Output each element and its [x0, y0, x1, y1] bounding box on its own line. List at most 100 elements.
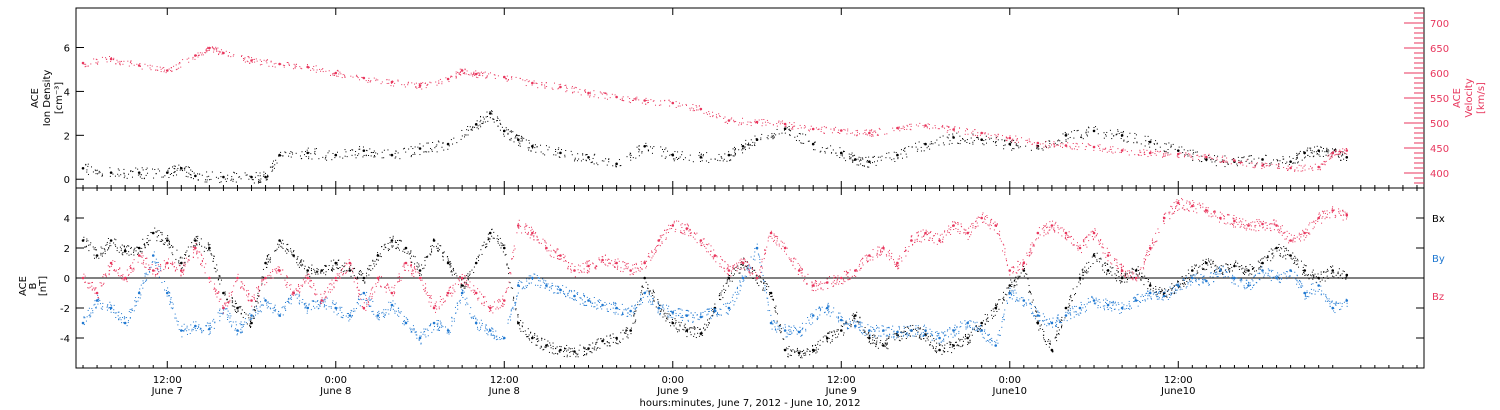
- velocity-series-sample: [712, 116, 714, 118]
- ion-density-series-point: [180, 166, 183, 170]
- velocity-series-point: [1345, 149, 1349, 152]
- velocity-series-sample: [629, 98, 631, 100]
- velocity-series-sample: [696, 109, 698, 111]
- velocity-series-sample: [1255, 164, 1257, 166]
- bx-series-sample: [1326, 270, 1328, 272]
- ion-density-series-sample: [255, 172, 257, 174]
- velocity-series-sample: [589, 96, 591, 98]
- ion-density-series-sample: [461, 135, 463, 137]
- bx-series-sample: [663, 313, 665, 315]
- bx-series-sample: [775, 305, 777, 307]
- velocity-series-sample: [528, 80, 530, 82]
- bx-series-sample: [619, 340, 621, 342]
- bx-series-point: [615, 336, 618, 340]
- ion-density-series-sample: [1311, 152, 1313, 154]
- ion-density-series-sample: [1220, 161, 1222, 163]
- velocity-series-sample: [141, 68, 143, 70]
- velocity-series-sample: [1017, 141, 1019, 143]
- ion-density-series-sample: [1049, 146, 1051, 148]
- bx-series-sample: [1085, 271, 1087, 273]
- bx-series-sample: [530, 332, 532, 334]
- by-series-sample: [126, 317, 128, 319]
- bx-series-sample: [380, 256, 382, 258]
- ion-density-series-sample: [1118, 133, 1120, 135]
- bx-series-sample: [1111, 274, 1113, 276]
- velocity-series-sample: [691, 107, 693, 109]
- bx-series-sample: [755, 279, 757, 281]
- bx-series-sample: [127, 245, 129, 247]
- ion-density-series-sample: [230, 179, 232, 181]
- bx-series-sample: [87, 240, 89, 242]
- ion-density-series-sample: [840, 154, 842, 156]
- ion-density-series-sample: [1297, 162, 1299, 164]
- ion-density-series-sample: [931, 143, 933, 145]
- velocity-series-sample: [712, 111, 714, 113]
- velocity-series-sample: [1339, 153, 1341, 155]
- bx-series-sample: [555, 352, 557, 354]
- bx-series-sample: [1121, 273, 1123, 275]
- by-series-sample: [135, 297, 137, 299]
- ion-density-series-sample: [467, 129, 469, 131]
- bx-series-sample: [1133, 268, 1135, 270]
- velocity-series-sample: [1212, 158, 1214, 160]
- ion-density-series-sample: [211, 171, 213, 173]
- bx-series-sample: [780, 332, 782, 334]
- velocity-series-sample: [1028, 138, 1030, 140]
- velocity-series-sample: [1061, 146, 1063, 148]
- bx-series-sample: [96, 249, 98, 251]
- velocity-series-sample: [862, 133, 864, 135]
- velocity-series-sample: [778, 120, 780, 122]
- ion-density-series-sample: [306, 149, 308, 151]
- by-series-sample: [159, 267, 161, 269]
- by-series-sample: [131, 308, 133, 310]
- bx-series-sample: [240, 313, 242, 315]
- ion-density-series-sample: [482, 123, 484, 125]
- ion-density-series-sample: [487, 120, 489, 122]
- velocity-series-sample: [445, 77, 447, 79]
- bx-series-sample: [1059, 320, 1061, 322]
- by-series-sample: [129, 308, 131, 310]
- bx-series-sample: [1327, 277, 1329, 279]
- bx-series-sample: [352, 270, 354, 272]
- ion-density-series-sample: [1042, 149, 1044, 151]
- velocity-series-sample: [233, 54, 235, 56]
- by-series-sample: [147, 274, 149, 276]
- by-series-sample: [121, 313, 123, 315]
- bx-series-point: [488, 231, 492, 235]
- velocity-series-sample: [1097, 144, 1099, 146]
- ion-density-series-sample: [245, 174, 247, 176]
- velocity-series-sample: [1071, 148, 1073, 150]
- bx-series-sample: [1216, 268, 1218, 270]
- velocity-series-sample: [1029, 141, 1031, 143]
- bx-series-sample: [620, 332, 622, 334]
- velocity-series-sample: [212, 47, 214, 49]
- by-series-sample: [123, 316, 125, 318]
- ion-density-series-sample: [301, 157, 303, 159]
- velocity-series-sample: [831, 132, 833, 134]
- ion-density-series-sample: [1334, 149, 1336, 151]
- ion-density-series-sample: [173, 172, 175, 174]
- ion-density-series-sample: [1025, 145, 1027, 147]
- ion-density-series-sample: [366, 149, 368, 151]
- bx-series-sample: [1014, 285, 1016, 287]
- velocity-series-sample: [322, 71, 324, 73]
- bx-series-sample: [774, 307, 776, 309]
- bx-series-sample: [83, 236, 85, 238]
- bx-series-sample: [1303, 271, 1305, 273]
- bx-series-sample: [476, 258, 478, 260]
- ion-density-series-sample: [120, 174, 122, 176]
- velocity-series-sample: [1204, 154, 1206, 156]
- ion-density-series-sample: [718, 153, 720, 155]
- bx-series-sample: [194, 245, 196, 247]
- bx-series-sample: [1090, 266, 1092, 268]
- velocity-series-sample: [977, 132, 979, 134]
- bx-series-sample: [552, 345, 554, 347]
- bx-series-sample: [338, 259, 340, 261]
- bx-series-sample: [625, 331, 627, 333]
- bx-series-sample: [1337, 273, 1339, 275]
- ion-density-series-sample: [852, 155, 854, 157]
- velocity-series-sample: [706, 113, 708, 115]
- velocity-series-sample: [386, 82, 388, 84]
- ion-density-series-sample: [1208, 155, 1210, 157]
- bx-series-sample: [1293, 263, 1295, 265]
